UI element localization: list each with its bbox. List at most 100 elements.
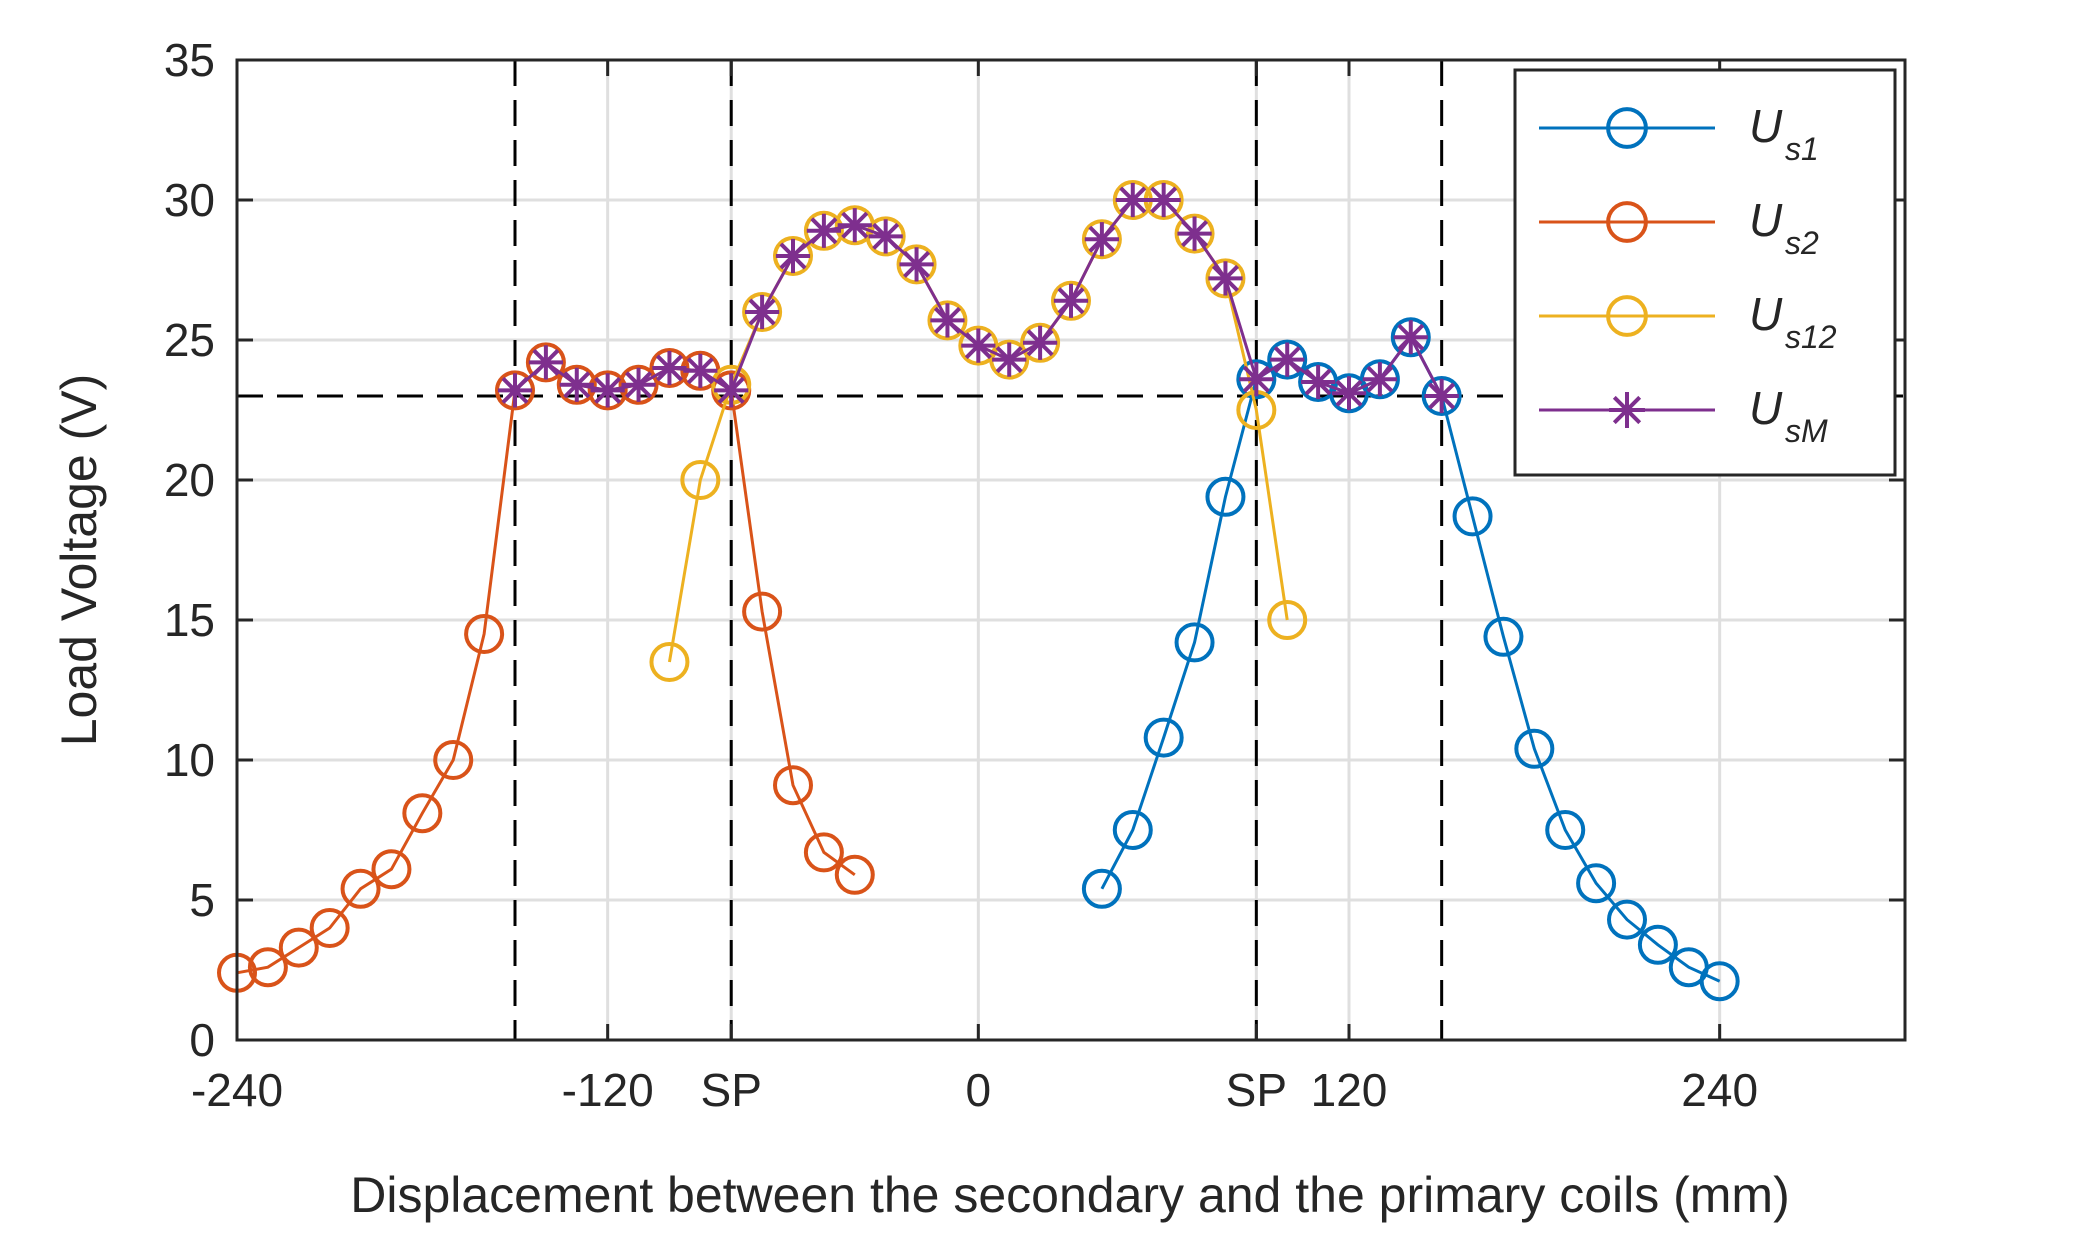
series-point-star bbox=[1115, 182, 1150, 218]
series-s1 bbox=[1081, 317, 1740, 1002]
series-point-star bbox=[1239, 362, 1274, 397]
series-point-circle bbox=[371, 849, 412, 890]
series-point-circle bbox=[1205, 258, 1246, 299]
x-tick-label: -120 bbox=[562, 1064, 654, 1116]
x-tick-label: 0 bbox=[966, 1064, 992, 1116]
series-point-circle bbox=[742, 591, 783, 632]
series-sM bbox=[497, 182, 1459, 414]
series-point-circle bbox=[803, 832, 844, 873]
series-point-circle bbox=[742, 292, 783, 332]
series-point-circle bbox=[587, 370, 628, 411]
series-point-circle bbox=[1112, 810, 1153, 850]
series-point-star bbox=[1208, 261, 1243, 296]
y-tick-label: 5 bbox=[189, 874, 215, 926]
legend-label: U bbox=[1749, 382, 1783, 434]
x-tick-label: SP bbox=[701, 1064, 762, 1116]
legend-label: U bbox=[1749, 288, 1783, 340]
x-tick-label: 120 bbox=[1311, 1064, 1388, 1116]
series-point-circle bbox=[649, 642, 690, 682]
series-point-star bbox=[528, 345, 563, 380]
series-point-circle bbox=[1483, 616, 1524, 657]
series-point-star bbox=[961, 328, 996, 363]
series-point-star bbox=[1023, 325, 1058, 360]
series-point-circle bbox=[1359, 359, 1400, 400]
x-axis-label: Displacement between the secondary and t… bbox=[350, 1167, 1790, 1223]
series-layer bbox=[217, 180, 1740, 1002]
series-point-circle bbox=[680, 460, 721, 500]
series-point-star bbox=[1146, 182, 1181, 218]
series-point-star bbox=[930, 303, 965, 338]
series-point-circle bbox=[278, 927, 319, 968]
series-point-circle bbox=[1236, 359, 1277, 400]
plot-frame bbox=[235, 58, 1907, 1042]
legend-subscript: sM bbox=[1785, 413, 1828, 449]
series-point-star bbox=[1424, 378, 1459, 414]
legend-subscript: s12 bbox=[1785, 319, 1837, 355]
series-point-circle bbox=[1421, 376, 1462, 416]
y-tick-label: 15 bbox=[164, 594, 215, 646]
series-point-circle bbox=[1267, 600, 1308, 640]
series-point-circle bbox=[896, 244, 937, 285]
series-point-circle bbox=[1606, 107, 1648, 149]
series-point-circle bbox=[525, 342, 566, 383]
series-point-star bbox=[1053, 283, 1089, 318]
series-point-star bbox=[714, 373, 749, 408]
x-tick-label: SP bbox=[1226, 1064, 1287, 1116]
series-point-circle bbox=[309, 908, 350, 948]
legend-label: U bbox=[1749, 100, 1783, 152]
legend-subscript: s1 bbox=[1785, 131, 1819, 167]
legend-box bbox=[1513, 68, 1897, 477]
series-point-circle bbox=[1051, 280, 1091, 321]
series-point-star bbox=[806, 213, 841, 248]
series-point-circle bbox=[464, 614, 505, 654]
series-point-circle bbox=[556, 364, 597, 405]
series-point-star bbox=[683, 353, 718, 388]
series-point-star bbox=[899, 247, 934, 282]
series-point-circle bbox=[927, 300, 968, 341]
legend-subscript: s2 bbox=[1785, 225, 1819, 261]
series-point-star bbox=[1084, 222, 1119, 257]
series-s2 bbox=[217, 342, 875, 993]
legend-label: U bbox=[1749, 194, 1783, 246]
series-point-star bbox=[1270, 342, 1305, 377]
series-point-circle bbox=[1143, 717, 1184, 758]
y-tick-label: 25 bbox=[164, 314, 215, 366]
y-tick-label: 35 bbox=[164, 34, 215, 86]
series-point-circle bbox=[1174, 622, 1215, 663]
series-point-circle bbox=[649, 348, 690, 388]
series-point-circle bbox=[495, 370, 535, 411]
series-point-circle bbox=[1607, 899, 1647, 940]
series-point-circle bbox=[1081, 219, 1122, 260]
series-point-star bbox=[1609, 392, 1645, 428]
series-point-star bbox=[590, 373, 625, 408]
series-point-circle bbox=[618, 364, 659, 405]
series-point-circle bbox=[773, 765, 813, 806]
y-tick-label: 10 bbox=[164, 734, 215, 786]
series-point-star bbox=[775, 238, 811, 274]
series-point-circle bbox=[1174, 213, 1215, 254]
reference-lines bbox=[237, 60, 1905, 1040]
tick-labels: -240 -120 SP 0 SP 120 240 0 5 10 15 20 25 30 35 bbox=[164, 34, 1758, 1116]
series-point-circle bbox=[989, 339, 1030, 380]
series-point-circle bbox=[1637, 924, 1678, 965]
series-point-circle bbox=[340, 868, 381, 909]
series-point-circle bbox=[1606, 201, 1648, 243]
series-point-star bbox=[621, 367, 656, 402]
series-point-circle bbox=[834, 854, 875, 895]
x-tick-label: 240 bbox=[1681, 1064, 1758, 1116]
series-point-circle bbox=[247, 947, 288, 988]
series-line-s2 bbox=[236, 360, 856, 975]
series-point-star bbox=[992, 342, 1027, 377]
series-point-star bbox=[868, 219, 903, 254]
series-point-circle bbox=[433, 740, 474, 780]
series-point-star bbox=[1393, 320, 1428, 355]
series-point-circle bbox=[1452, 496, 1493, 537]
y-tick-label: 20 bbox=[164, 454, 215, 506]
